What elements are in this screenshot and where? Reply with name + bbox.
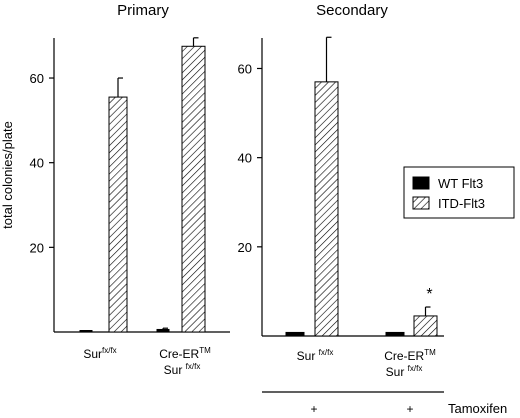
secondary-bar-wt-flt3 — [285, 331, 305, 337]
secondary-y-tick-label: 20 — [238, 240, 252, 255]
tamoxifen-mark-2: + — [406, 402, 413, 416]
primary-y-tick-label: 40 — [30, 156, 44, 171]
y-axis-label: total colonies/plate — [0, 121, 15, 229]
primary-bar-itd-flt3 — [181, 45, 206, 333]
primary-bar-itd-flt3 — [108, 96, 128, 333]
primary-group-label-2-line1: Cre-ERTM — [159, 346, 211, 361]
legend-swatch-wt — [412, 176, 430, 190]
secondary-y-tick-label: 40 — [238, 151, 252, 166]
secondary-bar-itd-flt3 — [314, 81, 339, 337]
primary-y-tick-label: 20 — [30, 240, 44, 255]
secondary-title: Secondary — [316, 2, 388, 19]
tamoxifen-label: Tamoxifen — [448, 401, 507, 416]
primary-group-label-2-line2: Sur fx/fx — [164, 362, 201, 377]
secondary-y-tick-label: 60 — [238, 61, 252, 76]
primary-group-label-1: Surfx/fx — [83, 346, 116, 361]
chart-marks: 20 40 60 20 40 60 * — [30, 36, 438, 337]
legend-label-wt: WT Flt3 — [438, 176, 483, 191]
legend-label-itd: ITD-Flt3 — [438, 196, 485, 211]
tamoxifen-mark-1: + — [310, 402, 317, 416]
secondary-bar-itd-flt3 — [413, 315, 438, 337]
secondary-group-label-1: Sur fx/fx — [297, 348, 334, 363]
secondary-bar-wt-flt3 — [385, 331, 405, 337]
legend-swatch-itd — [412, 196, 430, 210]
secondary-group-label-2-line1: Cre-ERTM — [384, 348, 436, 363]
secondary-group-label-2-line2: Sur fx/fx — [386, 364, 423, 379]
primary-y-tick-label: 60 — [30, 71, 44, 86]
primary-bar-wt-flt3 — [79, 330, 93, 333]
primary-bar-wt-flt3 — [156, 328, 170, 333]
primary-title: Primary — [117, 2, 169, 19]
secondary-significance-asterisk: * — [426, 286, 432, 303]
legend: WT Flt3 ITD-Flt3 — [403, 166, 515, 219]
